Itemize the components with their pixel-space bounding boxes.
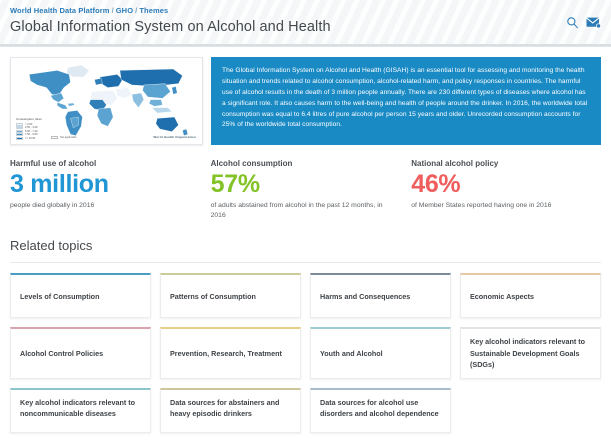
topic-card-prevention-research-treatment[interactable]: Prevention, Research, Treatment — [160, 327, 301, 379]
map-legend-item: < 2.50 — [16, 123, 42, 127]
stat-value: 46% — [411, 170, 461, 198]
topic-card-label: Key alcohol indicators relevant to nonco… — [20, 397, 136, 419]
topic-card-key-indicators-sdgs[interactable]: Key alcohol indicators relevant to Susta… — [460, 327, 601, 379]
legend-label: 2.50 - 4.99 — [25, 126, 38, 129]
map-legend-title: Consumption, litres — [16, 117, 42, 122]
topic-card-label: Harms and Consequences — [320, 291, 411, 301]
topic-card-data-sources-alcohol-use-disorders[interactable]: Data sources for alcohol use disorders a… — [310, 387, 451, 433]
map-legend: Consumption, litres < 2.50 2.50 - 4.99 5… — [16, 117, 42, 140]
topic-card-grid: Levels of Consumption Patterns of Consum… — [10, 273, 601, 433]
topic-card-label: Patterns of Consumption — [170, 291, 256, 301]
map-legend-item: 5.00 - 7.49 — [16, 130, 42, 134]
topic-card-harms-and-consequences[interactable]: Harms and Consequences — [310, 273, 451, 319]
map-canvas — [14, 61, 199, 141]
stat-description: of Member States reported having one in … — [411, 201, 552, 209]
legend-swatch — [16, 122, 23, 126]
map-credit: World Health Organization — [153, 135, 196, 139]
key-statistics: Harmful use of alcohol 3 million people … — [0, 145, 611, 220]
breadcrumb-item-gho[interactable]: GHO — [115, 6, 134, 15]
legend-swatch — [16, 126, 23, 130]
page-title: Global Information System on Alcohol and… — [10, 19, 331, 35]
legend-label: 7.50 - 9.99 — [25, 133, 38, 136]
stat-value: 3 million — [10, 170, 109, 198]
legend-swatch-nodata — [51, 136, 58, 139]
topic-card-data-sources-abstainers[interactable]: Data sources for abstainers and heavy ep… — [160, 387, 301, 433]
map-nodata-legend: Not applicable — [51, 136, 76, 139]
topic-card-label: Levels of Consumption — [20, 291, 100, 301]
breadcrumb-item-themes[interactable]: Themes — [139, 6, 169, 15]
search-icon[interactable] — [566, 16, 579, 29]
topic-card-levels-of-consumption[interactable]: Levels of Consumption — [10, 273, 151, 319]
hero-section: Consumption, litres < 2.50 2.50 - 4.99 5… — [0, 47, 611, 145]
legend-swatch — [16, 129, 23, 133]
section-divider — [10, 262, 601, 264]
stat-label: Alcohol consumption — [210, 159, 293, 168]
world-map-thumbnail[interactable]: Consumption, litres < 2.50 2.50 - 4.99 5… — [10, 57, 203, 145]
topic-card-patterns-of-consumption[interactable]: Patterns of Consumption — [160, 273, 301, 319]
topic-card-label: Data sources for abstainers and heavy ep… — [170, 397, 280, 419]
stat-label: National alcohol policy — [411, 159, 499, 168]
topic-card-label: Key alcohol indicators relevant to Susta… — [470, 337, 586, 369]
topic-card-alcohol-control-policies[interactable]: Alcohol Control Policies — [10, 327, 151, 379]
related-topics-title: Related topics — [10, 238, 93, 254]
topic-card-label: Prevention, Research, Treatment — [170, 349, 282, 359]
stat-harmful-use: Harmful use of alcohol 3 million people … — [10, 159, 211, 220]
stat-label: Harmful use of alcohol — [10, 159, 97, 168]
breadcrumb-separator: / — [111, 6, 114, 15]
stat-value: 57% — [210, 170, 260, 198]
breadcrumb: World Health Data Platform / GHO / Themes — [10, 6, 599, 15]
topic-card-label: Economic Aspects — [470, 291, 535, 301]
topic-card-label: Data sources for alcohol use disorders a… — [320, 397, 439, 419]
map-legend-item: >= 10.00 — [16, 137, 42, 141]
page-header: World Health Data Platform / GHO / Themes Gl… — [0, 0, 611, 47]
legend-label: < 2.50 — [25, 122, 33, 126]
choropleth-map-svg — [19, 61, 194, 141]
header-actions — [566, 16, 602, 29]
breadcrumb-separator: / — [135, 6, 138, 15]
map-legend-item: 7.50 - 9.99 — [16, 133, 42, 137]
stat-description: of adults abstained from alcohol in the … — [210, 201, 383, 219]
legend-label: >= 10.00 — [25, 136, 36, 140]
legend-swatch — [16, 136, 23, 140]
topic-card-youth-and-alcohol[interactable]: Youth and Alcohol — [310, 327, 451, 379]
description-panel: The Global Information System on Alcohol… — [211, 57, 601, 145]
legend-label: 5.00 - 7.49 — [25, 129, 38, 133]
topic-card-label: Youth and Alcohol — [320, 349, 383, 359]
stat-description: people died globally in 2016 — [10, 201, 95, 209]
stat-alcohol-consumption: Alcohol consumption 57% of adults abstai… — [211, 159, 412, 220]
map-legend-item: 2.50 - 4.99 — [16, 126, 42, 130]
legend-swatch — [16, 133, 23, 137]
topic-card-economic-aspects[interactable]: Economic Aspects — [460, 273, 601, 319]
legend-label-nodata: Not applicable — [60, 136, 77, 139]
email-icon[interactable] — [586, 16, 602, 29]
related-topics-section: Related topics Levels of Consumption Pat… — [0, 238, 611, 433]
topic-card-key-indicators-ncds[interactable]: Key alcohol indicators relevant to nonco… — [10, 387, 151, 433]
breadcrumb-item-platform[interactable]: World Health Data Platform — [10, 6, 110, 15]
topic-card-label: Alcohol Control Policies — [20, 349, 104, 359]
stat-national-policy: National alcohol policy 46% of Member St… — [411, 159, 601, 220]
